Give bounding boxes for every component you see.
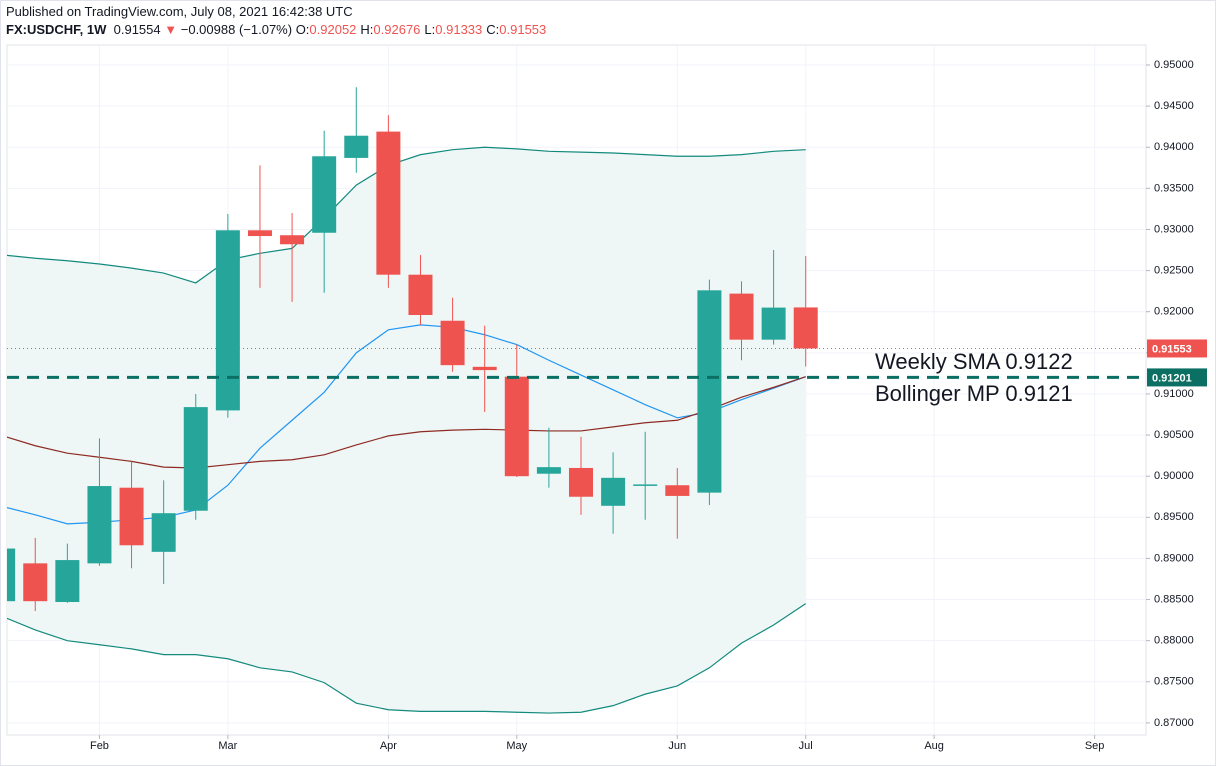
candle-body [793, 307, 818, 349]
candle-body [665, 485, 690, 496]
ohlc-label: C: [486, 22, 500, 37]
candle-body [344, 135, 369, 158]
ohlc-value: 0.92676 [373, 22, 421, 37]
candle-body [472, 366, 497, 371]
y-tick-label: 0.92500 [1154, 264, 1194, 276]
ohlc-label: O: [295, 22, 310, 37]
candle-body [601, 477, 626, 506]
candle-body [247, 230, 272, 237]
candle-body [729, 293, 754, 340]
header: Published on TradingView.com, July 08, 2… [6, 3, 550, 39]
candle-body [376, 131, 401, 275]
y-tick-label: 0.87000 [1154, 717, 1194, 729]
legend-line: FX:USDCHF, 1W 0.91554 ▼ −0.00988 (−1.07%… [6, 21, 550, 39]
candle-body [7, 548, 16, 602]
price-label-box [1147, 368, 1207, 387]
ohlc-value: 0.91553 [499, 22, 547, 37]
candle-body [504, 376, 529, 477]
candle-body [23, 563, 48, 602]
ohlc-value: 0.92052 [309, 22, 357, 37]
candle-body [119, 487, 144, 546]
candle-body [761, 307, 786, 340]
band-fill [7, 147, 806, 714]
ohlc-label: H: [360, 22, 374, 37]
ohlc-value: 0.91333 [435, 22, 483, 37]
y-tick-label: 0.91000 [1154, 388, 1194, 400]
x-tick-label: Aug [924, 740, 944, 752]
candle-body [183, 407, 208, 511]
x-tick-label: May [506, 740, 527, 752]
change: −0.00988 (−1.07%) [180, 22, 293, 37]
x-tick-label: Feb [90, 740, 109, 752]
plot [7, 87, 818, 714]
arrow: ▼ [164, 22, 178, 37]
published: Published on TradingView.com, July 08, 2… [6, 4, 353, 19]
price-label: 0.91553 [1152, 343, 1192, 355]
candle-body [697, 290, 722, 493]
y-tick-label: 0.93500 [1154, 182, 1194, 194]
ohlc: O:0.92052 H:0.92676 L:0.91333 C:0.91553 [296, 22, 551, 37]
price-label: 0.91201 [1152, 372, 1192, 384]
y-tick-label: 0.94000 [1154, 141, 1194, 153]
y-tick-label: 0.87500 [1154, 676, 1194, 688]
symbol: FX:USDCHF, 1W [6, 22, 107, 37]
x-tick-label: Sep [1085, 740, 1105, 752]
candle-body [536, 467, 561, 474]
y-tick-label: 0.90500 [1154, 429, 1194, 441]
x-tick-label: Jun [668, 740, 686, 752]
y-tick-label: 0.88000 [1154, 635, 1194, 647]
candle-body [215, 230, 240, 411]
candle-body [568, 467, 593, 497]
y-tick-label: 0.93000 [1154, 223, 1194, 235]
ohlc-label: L: [424, 22, 436, 37]
x-tick-label: Apr [380, 740, 397, 752]
candle-body [151, 513, 176, 552]
y-tick-label: 0.94500 [1154, 100, 1194, 112]
x-tick-label: Jul [799, 740, 813, 752]
y-tick-label: 0.89500 [1154, 511, 1194, 523]
candle-body [408, 274, 433, 315]
y-tick-label: 0.89000 [1154, 552, 1194, 564]
indicator-line [7, 376, 806, 469]
candle-body [312, 156, 337, 233]
indicator-line [7, 603, 807, 714]
candle-body [55, 560, 80, 603]
y-tick-label: 0.88500 [1154, 593, 1194, 605]
candle-body [633, 484, 658, 486]
candle-body [87, 486, 112, 564]
y-tick-label: 0.90000 [1154, 470, 1194, 482]
annotation: Bollinger MP 0.9121 [875, 381, 1073, 406]
y-tick-label: 0.92000 [1154, 306, 1194, 318]
y-tick-label: 0.95000 [1154, 59, 1194, 71]
price-label-box [1147, 339, 1207, 358]
candle-body [440, 320, 465, 366]
annotation: Weekly SMA 0.9122 [875, 349, 1073, 374]
x-tick-label: Mar [218, 740, 237, 752]
last: 0.91554 [113, 22, 161, 37]
indicator-line [7, 146, 806, 284]
candle-body [280, 235, 305, 245]
